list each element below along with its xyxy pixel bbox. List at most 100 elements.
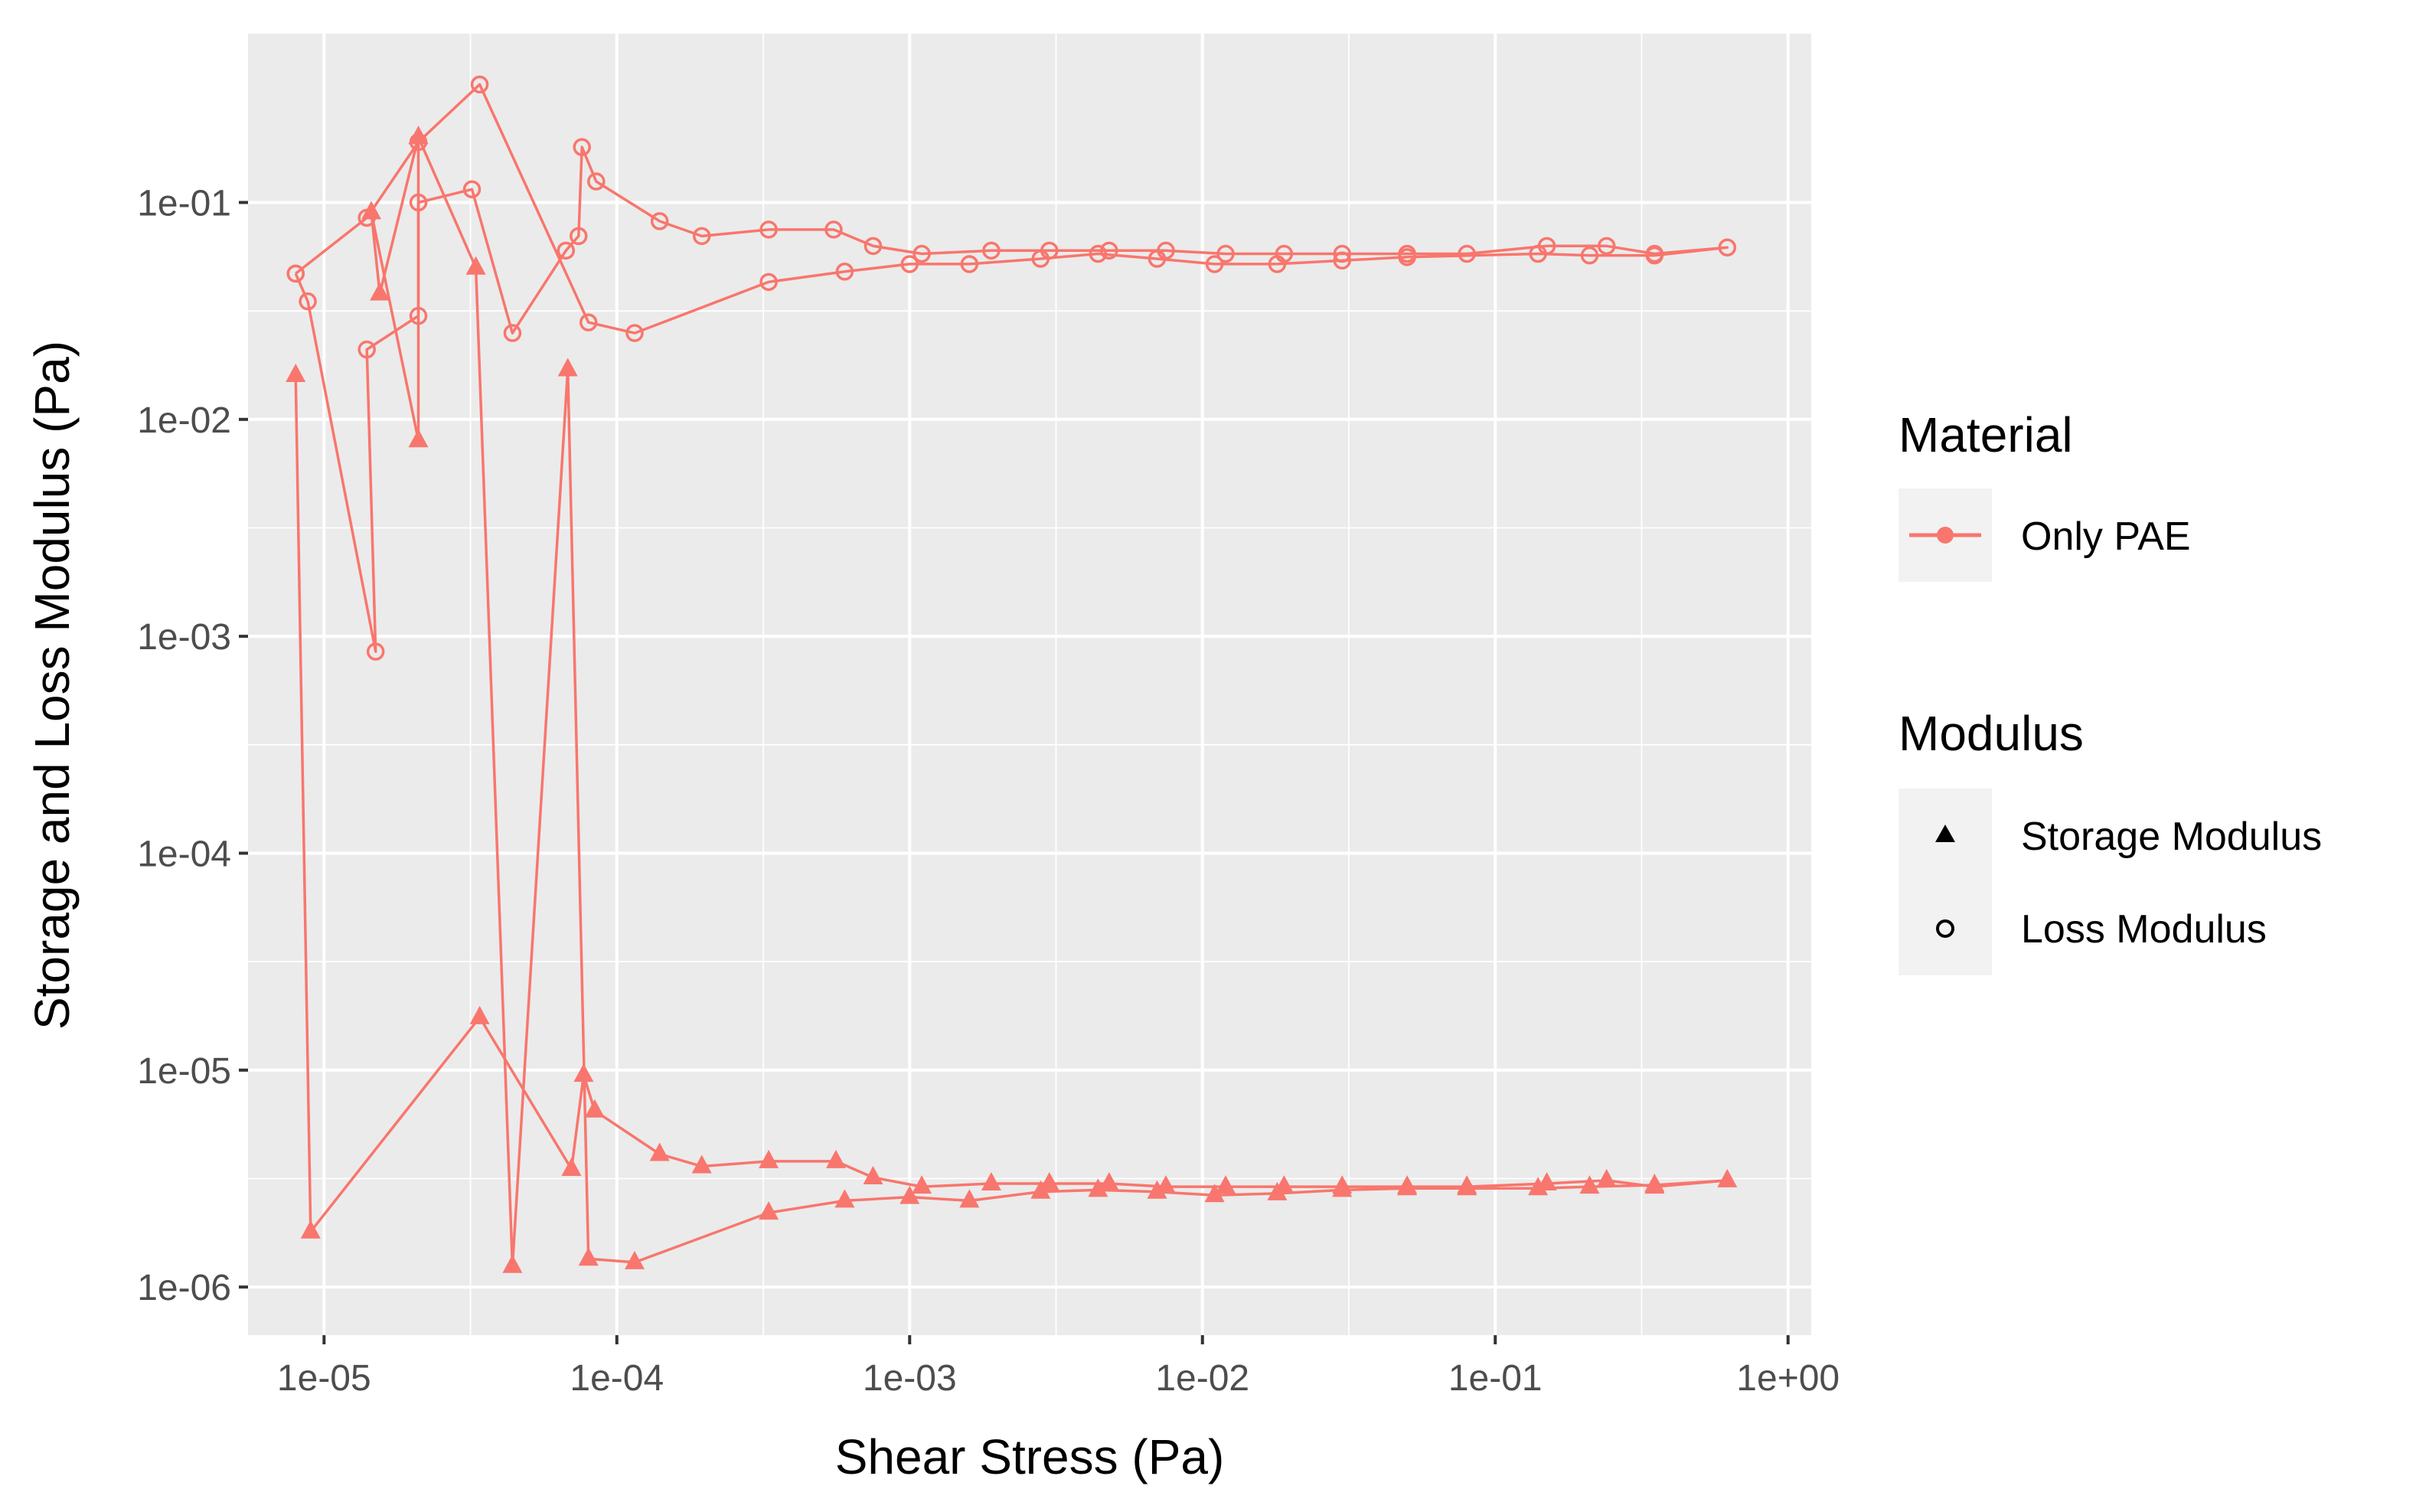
loss-modulus-point [759, 220, 778, 239]
loss-modulus-point [835, 263, 854, 281]
storage-modulus-point [1147, 1180, 1167, 1199]
loss-modulus-point [960, 255, 979, 273]
storage-modulus-point [561, 1158, 582, 1176]
storage-modulus-point [1717, 1168, 1738, 1187]
storage-modulus-point [469, 1005, 490, 1024]
x-tick-label: 1e+00 [1736, 1358, 1840, 1399]
legend-title-modulus: Modulus [1899, 706, 2084, 761]
axis-layer: 1e-05 1e-04 1e-03 1e-02 1e-01 1e+00 1e-06 1e-05… [137, 183, 1840, 1399]
storage-modulus-point [1099, 1172, 1119, 1190]
storage-modulus-point [1088, 1178, 1108, 1197]
y-tick-label: 1e-04 [137, 834, 231, 874]
loss-modulus-point [557, 241, 576, 260]
grid-major-lines [248, 34, 1811, 1335]
storage-modulus-point [1528, 1177, 1549, 1196]
x-tick-label: 1e-02 [1155, 1358, 1249, 1399]
loss-modulus-point [299, 292, 317, 311]
loss-modulus-point [692, 227, 711, 246]
loss-modulus-point [503, 324, 522, 342]
loss-modulus-point [1089, 244, 1108, 263]
loss-modulus-point [1580, 246, 1599, 265]
storage-modulus-point [300, 1220, 321, 1239]
loss-modulus-point [900, 255, 919, 273]
loss-modulus-point [1597, 237, 1616, 256]
y-tick-label: 1e-03 [137, 617, 231, 658]
loss-modulus-point [1100, 241, 1118, 260]
storage-modulus-point [759, 1149, 779, 1168]
y-tick-label: 1e-02 [137, 400, 231, 441]
legend-triangle-icon [1935, 825, 1955, 842]
loss-modulus-point [1333, 251, 1351, 270]
loss-modulus-point [982, 241, 1001, 260]
loss-modulus-point [409, 306, 428, 325]
x-tick-label: 1e-04 [570, 1358, 664, 1399]
series-layer [286, 75, 1738, 1273]
storage-modulus-point [959, 1189, 980, 1208]
loss-modulus-point [1205, 255, 1224, 273]
loss-modulus-point [366, 642, 385, 661]
x-tick-label: 1e-01 [1448, 1358, 1543, 1399]
storage-modulus-point [557, 358, 578, 377]
loss-modulus-point [759, 273, 778, 292]
storage-modulus-point [370, 282, 390, 301]
storage-modulus-point [1204, 1184, 1225, 1203]
storage-modulus-point [834, 1189, 855, 1208]
y-tick-label: 1e-06 [137, 1268, 231, 1308]
loss-modulus-point [1458, 244, 1476, 263]
legend-label-loss-modulus: Loss Modulus [2021, 907, 2267, 952]
loss-modulus-point [587, 172, 606, 191]
loss-modulus-point [573, 138, 591, 156]
x-axis-title: Shear Stress (Pa) [835, 1429, 1225, 1484]
storage-modulus-point [1216, 1175, 1236, 1194]
legend-label-storage-modulus: Storage Modulus [2021, 815, 2322, 859]
storage-modulus-point [1030, 1180, 1051, 1199]
loss-modulus-point [1645, 246, 1664, 265]
loss-modulus-point [1333, 244, 1351, 263]
loss-modulus-point [1718, 238, 1737, 257]
loss-modulus-point [864, 237, 883, 256]
loss-modulus-point [358, 340, 376, 359]
storage-modulus-point [981, 1172, 1001, 1190]
loss-modulus-point [1031, 250, 1050, 268]
loss-modulus-point [625, 324, 644, 342]
storage-modulus-point [1596, 1168, 1617, 1187]
y-axis-title: Storage and Loss Modulus (Pa) [24, 341, 80, 1030]
storage-modulus-point [286, 364, 306, 382]
y-tick-label: 1e-01 [137, 183, 231, 224]
loss-modulus-point [1216, 244, 1235, 263]
legend-title-material: Material [1899, 407, 2073, 462]
storage-modulus-point [1039, 1172, 1059, 1190]
storage-modulus-point [578, 1247, 599, 1266]
storage-modulus-point [691, 1154, 712, 1174]
storage-modulus-point [863, 1166, 883, 1184]
loss-modulus-point [358, 208, 376, 227]
legend-open-circle-icon [1936, 919, 1954, 938]
storage-modulus-point [649, 1142, 670, 1161]
x-tick-label: 1e-05 [277, 1358, 371, 1399]
loss-modulus-point [650, 212, 669, 230]
storage-modulus-point [1644, 1174, 1665, 1192]
loss-modulus-point [1148, 250, 1167, 268]
loss-modulus-point [913, 244, 931, 263]
loss-modulus-point [1268, 255, 1287, 273]
y-tick-label: 1e-05 [137, 1051, 231, 1092]
x-tick-label: 1e-03 [863, 1358, 957, 1399]
storage-modulus-point [625, 1250, 645, 1269]
loss-modulus-point [462, 180, 482, 199]
storage-modulus-point [502, 1254, 523, 1273]
storage-modulus-line [294, 136, 1729, 1268]
loss-modulus-point [1529, 244, 1547, 263]
legend: Material Only PAE Modulus Storage Modulu… [1899, 407, 2322, 975]
storage-modulus-point [912, 1175, 932, 1194]
loss-modulus-point [409, 193, 428, 212]
loss-modulus-point [579, 313, 598, 331]
storage-modulus-point [899, 1185, 920, 1204]
storage-modulus-point [1457, 1177, 1477, 1196]
loss-modulus-point [409, 132, 428, 152]
loss-modulus-point [824, 220, 843, 239]
storage-modulus-point [408, 429, 429, 448]
legend-key-point [1937, 527, 1954, 544]
storage-modulus-point [1267, 1181, 1288, 1200]
storage-modulus-point [759, 1201, 779, 1220]
